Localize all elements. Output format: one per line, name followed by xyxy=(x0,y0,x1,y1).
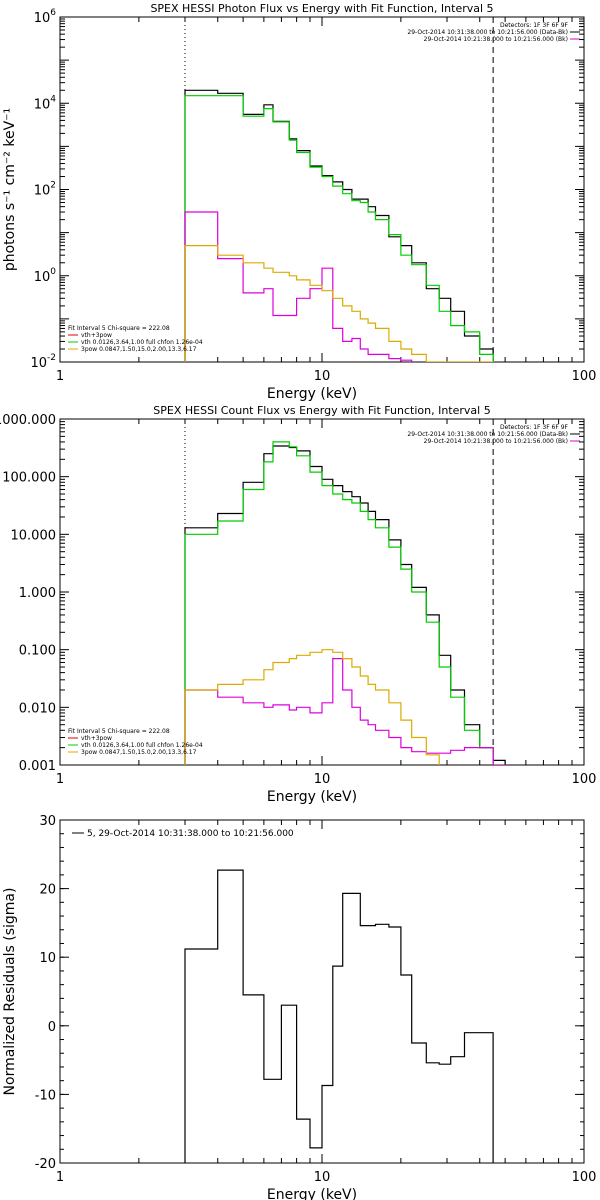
series-line-2 xyxy=(184,95,494,362)
y-tick-label: 0.001 xyxy=(19,759,56,774)
y-tick-label: 10-2 xyxy=(30,353,56,371)
legend-entry: 29-Oct-2014 10:31:38.000 to 10:21:56.000… xyxy=(407,431,568,438)
fit-legend-entry: vth+3pow xyxy=(81,332,112,339)
y-tick-exponent: 2 xyxy=(50,181,56,191)
series-line-1 xyxy=(184,89,494,362)
y-tick-label: 102 xyxy=(34,181,56,199)
plot-frame xyxy=(59,16,585,363)
y-tick-label: 20 xyxy=(39,883,56,898)
series-line-4 xyxy=(184,649,440,765)
chart-1: 1 10 100 10-2 100 102 104 106 SPEX HESSI Photon … xyxy=(2,2,596,402)
y-tick-label: 10 xyxy=(39,951,56,966)
fit-legend-entry: 3pow 0.0847,1.50,15.0,2.00,13.3,6.17 xyxy=(81,749,197,756)
series-group xyxy=(184,89,494,362)
y-tick-label: 100.000 xyxy=(2,471,56,486)
y-tick-label: 1.000 xyxy=(19,586,56,601)
y-tick-exponent: -2 xyxy=(47,353,56,363)
series-group xyxy=(184,441,506,765)
y-axis-label: Normalized Residuals (sigma) xyxy=(2,888,18,1096)
series-line-1 xyxy=(184,445,506,765)
x-axis-label: Energy (keV) xyxy=(267,1187,357,1200)
y-tick-exponent: 4 xyxy=(50,94,56,104)
x-tick-label: 1 xyxy=(56,772,64,787)
y-tick-label: 1000.000 xyxy=(0,413,56,428)
x-axis-label: Energy (keV) xyxy=(267,789,357,805)
series-line-4 xyxy=(184,245,494,362)
y-tick-label: 10.000 xyxy=(11,528,57,543)
y-tick-label: 0.100 xyxy=(19,644,56,659)
y-tick-exponent: 6 xyxy=(50,8,56,18)
fit-legend-header: Fit Interval 5 Chi-square = 222.08 xyxy=(68,728,170,735)
legend-entry: 29-Oct-2014 10:31:38.000 to 10:21:56.000… xyxy=(407,29,568,36)
x-tick-label: 1 xyxy=(56,1170,64,1185)
chart-title: SPEX HESSI Count Flux vs Energy with Fit… xyxy=(153,404,490,417)
y-tick-label: -20 xyxy=(35,1157,56,1172)
y-tick-label: -10 xyxy=(35,1088,56,1103)
y-tick-label: 30 xyxy=(39,814,56,829)
legend-entry: 29-Oct-2014 10:21:38.000 to 10:21:56.000… xyxy=(424,36,568,43)
fit-legend-header: Fit Interval 5 Chi-square = 222.08 xyxy=(68,325,170,332)
fit-legend-entry: vth+3pow xyxy=(81,735,112,742)
y-tick-label: 0 xyxy=(48,1020,56,1035)
fit-legend-entry: vth 0.0126,3.64,1.00 full chfon 1.26e-04 xyxy=(81,339,203,346)
x-tick-label: 10 xyxy=(314,1170,331,1185)
y-axis-label: photons s⁻¹ cm⁻² keV⁻¹ xyxy=(2,108,18,271)
x-tick-label: 100 xyxy=(572,1170,597,1185)
x-tick-label: 10 xyxy=(314,369,331,384)
chart-3: 1 10 100 -20 -10 0 10 20 30 Energy (keV) Normalize… xyxy=(2,814,596,1200)
series-line-1 xyxy=(184,869,494,1163)
fit-legend-entry: vth 0.0126,3.64,1.00 full chfon 1.26e-04 xyxy=(81,742,203,749)
legend-entry: 5, 29-Oct-2014 10:31:38.000 to 10:21:56.… xyxy=(87,829,294,839)
fit-legend-entry: 3pow 0.0847,1.50,15.0,2.00,13.3,6.17 xyxy=(81,346,197,353)
chart-2: 1 10 100 0.001 0.010 0.100 1.000 10.000 100.000 1… xyxy=(0,404,596,805)
chart-title: SPEX HESSI Photon Flux vs Energy with Fi… xyxy=(150,2,493,15)
x-tick-label: 1 xyxy=(56,369,64,384)
x-tick-label: 100 xyxy=(572,369,597,384)
legend-entry: 29-Oct-2014 10:21:38.000 to 10:21:56.000… xyxy=(424,438,568,445)
y-tick-exponent: 0 xyxy=(50,267,56,277)
x-tick-label: 10 xyxy=(314,772,331,787)
series-line-3 xyxy=(184,658,506,765)
series-group xyxy=(184,869,494,1163)
y-tick-label: 100 xyxy=(34,267,57,285)
x-axis-label: Energy (keV) xyxy=(267,386,357,402)
y-tick-label: 0.010 xyxy=(19,701,56,716)
legend-detectors: Detectors: 1F 3F 6F 9F xyxy=(500,22,569,29)
x-tick-label: 100 xyxy=(572,772,597,787)
series-line-3 xyxy=(184,211,413,362)
legend-detectors: Detectors: 1F 3F 6F 9F xyxy=(500,424,569,431)
y-tick-label: 104 xyxy=(34,94,57,112)
y-tick-label: 106 xyxy=(34,8,57,26)
series-line-2 xyxy=(184,441,494,765)
